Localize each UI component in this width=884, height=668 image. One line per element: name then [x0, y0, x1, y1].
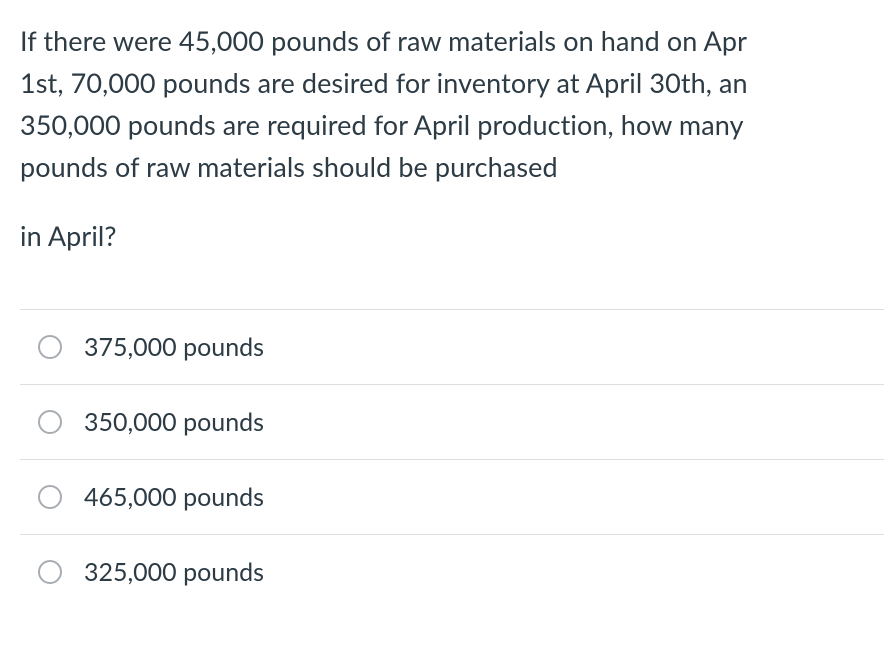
question-line-2: 1st, 70,000 pounds are desired for inven…: [20, 66, 748, 99]
option-label: 325,000 pounds: [84, 557, 264, 587]
option-label: 375,000 pounds: [84, 332, 264, 362]
radio-icon[interactable]: [38, 410, 62, 434]
radio-icon[interactable]: [38, 560, 62, 584]
option-label: 465,000 pounds: [84, 482, 264, 512]
question-line-1: If there were 45,000 pounds of raw mater…: [20, 24, 747, 57]
option-row[interactable]: 350,000 pounds: [20, 384, 884, 459]
options-list: 375,000 pounds 350,000 pounds 465,000 po…: [20, 309, 884, 609]
question-container: If there were 45,000 pounds of raw mater…: [0, 0, 884, 609]
question-line-4: pounds of raw materials should be purcha…: [20, 150, 558, 183]
radio-icon[interactable]: [38, 335, 62, 359]
option-row[interactable]: 375,000 pounds: [20, 309, 884, 384]
question-text: If there were 45,000 pounds of raw mater…: [20, 20, 884, 187]
question-line-3: 350,000 pounds are required for April pr…: [20, 108, 744, 141]
radio-icon[interactable]: [38, 485, 62, 509]
option-row[interactable]: 465,000 pounds: [20, 459, 884, 534]
option-row[interactable]: 325,000 pounds: [20, 534, 884, 609]
option-label: 350,000 pounds: [84, 407, 264, 437]
question-line-5: in April?: [20, 215, 884, 257]
